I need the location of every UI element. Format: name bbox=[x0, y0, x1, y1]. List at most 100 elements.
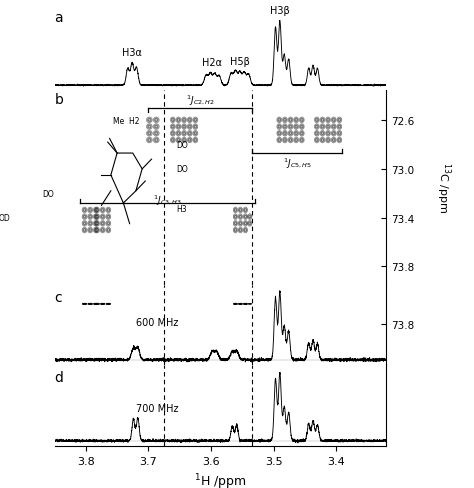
Ellipse shape bbox=[338, 120, 340, 122]
Text: DO: DO bbox=[177, 141, 188, 150]
Ellipse shape bbox=[107, 229, 109, 232]
Ellipse shape bbox=[278, 126, 280, 128]
Text: d: d bbox=[55, 371, 64, 385]
Ellipse shape bbox=[107, 216, 109, 219]
Ellipse shape bbox=[107, 223, 109, 225]
Ellipse shape bbox=[235, 209, 237, 212]
Ellipse shape bbox=[284, 126, 286, 128]
Ellipse shape bbox=[101, 209, 104, 212]
Ellipse shape bbox=[148, 126, 151, 128]
Ellipse shape bbox=[327, 126, 329, 128]
Ellipse shape bbox=[321, 140, 324, 142]
Ellipse shape bbox=[235, 216, 237, 219]
Ellipse shape bbox=[89, 209, 91, 212]
Ellipse shape bbox=[189, 133, 191, 135]
Ellipse shape bbox=[301, 133, 303, 135]
Ellipse shape bbox=[155, 140, 157, 142]
Text: c: c bbox=[55, 290, 62, 304]
Ellipse shape bbox=[327, 140, 329, 142]
Ellipse shape bbox=[107, 209, 109, 212]
Ellipse shape bbox=[189, 140, 191, 142]
Ellipse shape bbox=[96, 229, 98, 232]
Ellipse shape bbox=[95, 223, 97, 225]
Ellipse shape bbox=[295, 120, 297, 122]
Ellipse shape bbox=[284, 140, 286, 142]
Ellipse shape bbox=[83, 229, 86, 232]
Ellipse shape bbox=[338, 133, 340, 135]
Text: 600 MHz: 600 MHz bbox=[136, 318, 178, 328]
Ellipse shape bbox=[239, 216, 241, 219]
Ellipse shape bbox=[290, 133, 292, 135]
Ellipse shape bbox=[301, 140, 303, 142]
Ellipse shape bbox=[172, 140, 174, 142]
Y-axis label: $^{13}$C /ppm: $^{13}$C /ppm bbox=[434, 162, 453, 213]
Text: H2α: H2α bbox=[202, 58, 222, 68]
Ellipse shape bbox=[95, 209, 97, 212]
Ellipse shape bbox=[172, 120, 174, 122]
Ellipse shape bbox=[101, 216, 104, 219]
Ellipse shape bbox=[321, 120, 324, 122]
Ellipse shape bbox=[327, 120, 329, 122]
Ellipse shape bbox=[194, 120, 196, 122]
Ellipse shape bbox=[278, 133, 280, 135]
Ellipse shape bbox=[155, 133, 157, 135]
Ellipse shape bbox=[295, 133, 297, 135]
Ellipse shape bbox=[295, 140, 297, 142]
Ellipse shape bbox=[284, 133, 286, 135]
Ellipse shape bbox=[338, 140, 340, 142]
Ellipse shape bbox=[89, 223, 91, 225]
Ellipse shape bbox=[249, 216, 251, 219]
Ellipse shape bbox=[278, 120, 280, 122]
Ellipse shape bbox=[278, 140, 280, 142]
Ellipse shape bbox=[177, 120, 180, 122]
Ellipse shape bbox=[172, 133, 174, 135]
Ellipse shape bbox=[101, 223, 104, 225]
Text: $^{1}J_{C5,H5}$: $^{1}J_{C5,H5}$ bbox=[283, 156, 311, 170]
Ellipse shape bbox=[83, 209, 86, 212]
Ellipse shape bbox=[338, 126, 340, 128]
Ellipse shape bbox=[194, 140, 196, 142]
Text: H5β: H5β bbox=[230, 57, 250, 66]
Ellipse shape bbox=[96, 216, 98, 219]
Ellipse shape bbox=[155, 126, 157, 128]
Ellipse shape bbox=[290, 140, 292, 142]
Ellipse shape bbox=[321, 133, 324, 135]
Ellipse shape bbox=[177, 133, 180, 135]
Ellipse shape bbox=[239, 229, 241, 232]
Ellipse shape bbox=[172, 126, 174, 128]
Ellipse shape bbox=[177, 140, 180, 142]
Ellipse shape bbox=[316, 140, 318, 142]
Ellipse shape bbox=[83, 216, 86, 219]
Text: H3α: H3α bbox=[122, 48, 142, 58]
Text: H3: H3 bbox=[177, 205, 187, 214]
Ellipse shape bbox=[316, 126, 318, 128]
Ellipse shape bbox=[89, 229, 91, 232]
Ellipse shape bbox=[183, 133, 185, 135]
Ellipse shape bbox=[148, 140, 151, 142]
Ellipse shape bbox=[239, 223, 241, 225]
Text: a: a bbox=[55, 11, 63, 25]
Text: 700 MHz: 700 MHz bbox=[136, 404, 178, 414]
Ellipse shape bbox=[194, 133, 196, 135]
Ellipse shape bbox=[96, 223, 98, 225]
Text: Me  H2: Me H2 bbox=[113, 116, 140, 125]
Ellipse shape bbox=[235, 229, 237, 232]
Ellipse shape bbox=[333, 140, 335, 142]
Ellipse shape bbox=[245, 209, 246, 212]
Text: $^{1}J_{C3,H3}$: $^{1}J_{C3,H3}$ bbox=[153, 193, 182, 207]
Ellipse shape bbox=[148, 120, 151, 122]
Ellipse shape bbox=[290, 120, 292, 122]
Ellipse shape bbox=[96, 209, 98, 212]
Ellipse shape bbox=[249, 223, 251, 225]
Ellipse shape bbox=[83, 223, 86, 225]
Text: DO: DO bbox=[177, 165, 188, 174]
Ellipse shape bbox=[333, 133, 335, 135]
Text: $^{1}J_{C2,H2}$: $^{1}J_{C2,H2}$ bbox=[186, 93, 214, 107]
X-axis label: $^{1}$H /ppm: $^{1}$H /ppm bbox=[194, 472, 246, 488]
Text: b: b bbox=[55, 93, 64, 107]
Text: H3β: H3β bbox=[270, 6, 290, 16]
Ellipse shape bbox=[189, 120, 191, 122]
Ellipse shape bbox=[290, 126, 292, 128]
Ellipse shape bbox=[327, 133, 329, 135]
Ellipse shape bbox=[183, 140, 185, 142]
